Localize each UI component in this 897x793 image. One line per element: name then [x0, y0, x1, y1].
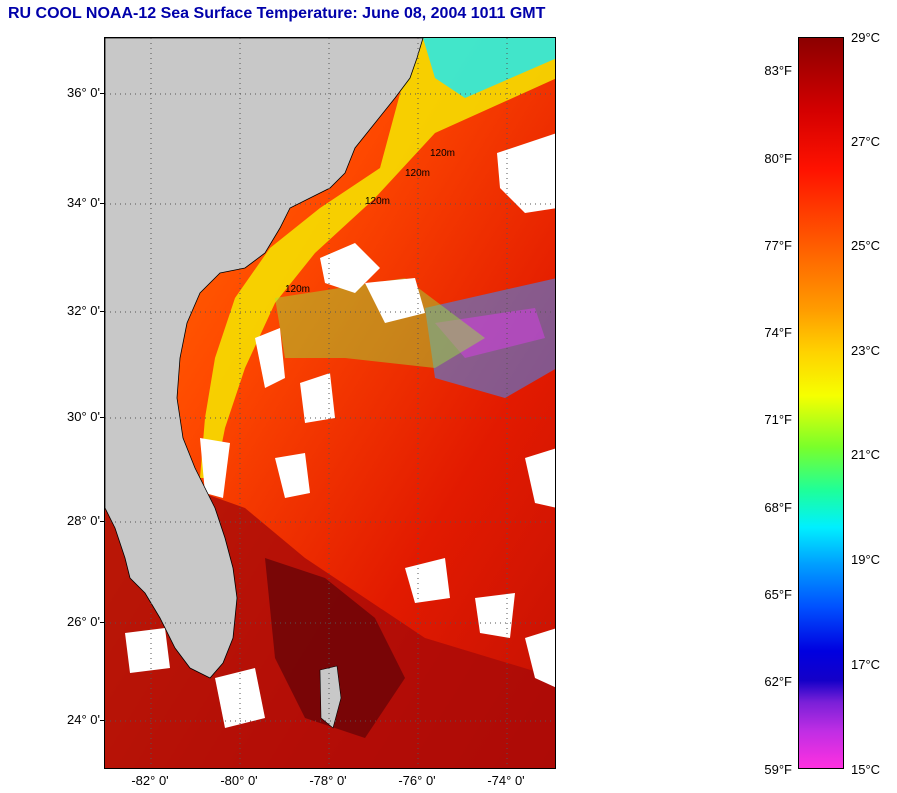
- isobath-label: 120m: [430, 148, 456, 159]
- longitude-label: -76° 0': [398, 773, 436, 788]
- isobath-label: 120m: [285, 284, 311, 295]
- fahrenheit-label: 83°F: [764, 63, 792, 78]
- longitude-label: -82° 0': [131, 773, 169, 788]
- celsius-label: 15°C: [851, 762, 881, 777]
- celsius-label: 23°C: [851, 343, 881, 358]
- fahrenheit-label: 71°F: [764, 412, 792, 427]
- lat-tick: [100, 622, 104, 623]
- lat-tick: [100, 203, 104, 204]
- latitude-label: 32° 0': [67, 303, 100, 318]
- latitude-label: 34° 0': [67, 195, 100, 210]
- celsius-label: 29°C: [851, 30, 881, 45]
- lat-tick: [100, 720, 104, 721]
- latitude-label: 36° 0': [67, 85, 100, 100]
- lat-tick: [100, 417, 104, 418]
- temperature-colorbar: [798, 37, 844, 769]
- celsius-label: 21°C: [851, 447, 881, 462]
- longitude-label: -78° 0': [309, 773, 347, 788]
- latitude-label: 28° 0': [67, 513, 100, 528]
- lat-tick: [100, 93, 104, 94]
- celsius-label: 25°C: [851, 238, 881, 253]
- green-eddy: [275, 278, 485, 368]
- bahamas-island: [319, 665, 342, 729]
- bahamas-shallows: [265, 558, 405, 738]
- celsius-label: 27°C: [851, 134, 881, 149]
- latitude-label: 24° 0': [67, 712, 100, 727]
- latitude-label: 30° 0': [67, 409, 100, 424]
- map-title: RU COOL NOAA-12 Sea Surface Temperature:…: [8, 5, 546, 22]
- shelf-water: [200, 38, 555, 478]
- longitude-label: -74° 0': [487, 773, 525, 788]
- fahrenheit-label: 65°F: [764, 587, 792, 602]
- fahrenheit-label: 59°F: [764, 762, 792, 777]
- lat-tick: [100, 521, 104, 522]
- fahrenheit-label: 68°F: [764, 500, 792, 515]
- fahrenheit-label: 62°F: [764, 674, 792, 689]
- celsius-label: 19°C: [851, 552, 881, 567]
- isobath-label: 120m: [405, 168, 431, 179]
- fahrenheit-label: 77°F: [764, 238, 792, 253]
- cool-water-north: [423, 38, 555, 98]
- isobath-label: 120m: [365, 196, 391, 207]
- longitude-label: -80° 0': [220, 773, 258, 788]
- celsius-label: 17°C: [851, 657, 881, 672]
- fahrenheit-label: 74°F: [764, 325, 792, 340]
- lat-tick: [100, 311, 104, 312]
- sst-map-graphic: [105, 38, 555, 768]
- map-grid: [105, 38, 555, 768]
- magenta-streaks: [435, 308, 545, 358]
- latitude-label: 26° 0': [67, 614, 100, 629]
- fahrenheit-label: 80°F: [764, 151, 792, 166]
- sst-map: 120m 120m 120m 120m: [104, 37, 556, 769]
